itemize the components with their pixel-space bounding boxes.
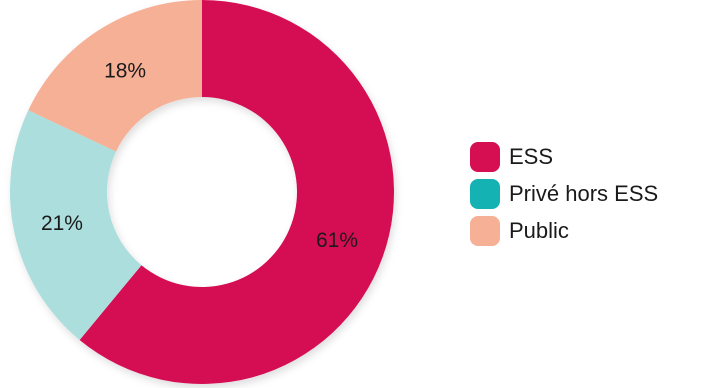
legend: ESS Privé hors ESS Public — [470, 142, 658, 246]
slice-label-prive-hors-ess: 21% — [41, 212, 83, 235]
donut-labels: 61% 21% 18% — [41, 59, 358, 252]
legend-swatch-prive-hors-ess — [470, 179, 500, 209]
slice-label-ess: 61% — [316, 229, 358, 252]
slice-prive-hors-ess — [9, 110, 142, 340]
legend-label-public: Public — [509, 218, 569, 243]
legend-label-prive-hors-ess: Privé hors ESS — [509, 181, 659, 206]
legend-item-prive-hors-ess: Privé hors ESS — [470, 179, 658, 209]
slice-public — [28, 0, 202, 152]
legend-item-ess: ESS — [470, 142, 658, 172]
donut-slices — [9, 0, 394, 384]
legend-label-ess: ESS — [509, 144, 554, 169]
slice-ess — [79, 0, 394, 384]
legend-swatch-ess — [470, 142, 500, 172]
legend-swatch-public — [470, 216, 500, 246]
slice-label-public: 18% — [104, 59, 146, 82]
legend-item-public: Public — [470, 216, 658, 246]
